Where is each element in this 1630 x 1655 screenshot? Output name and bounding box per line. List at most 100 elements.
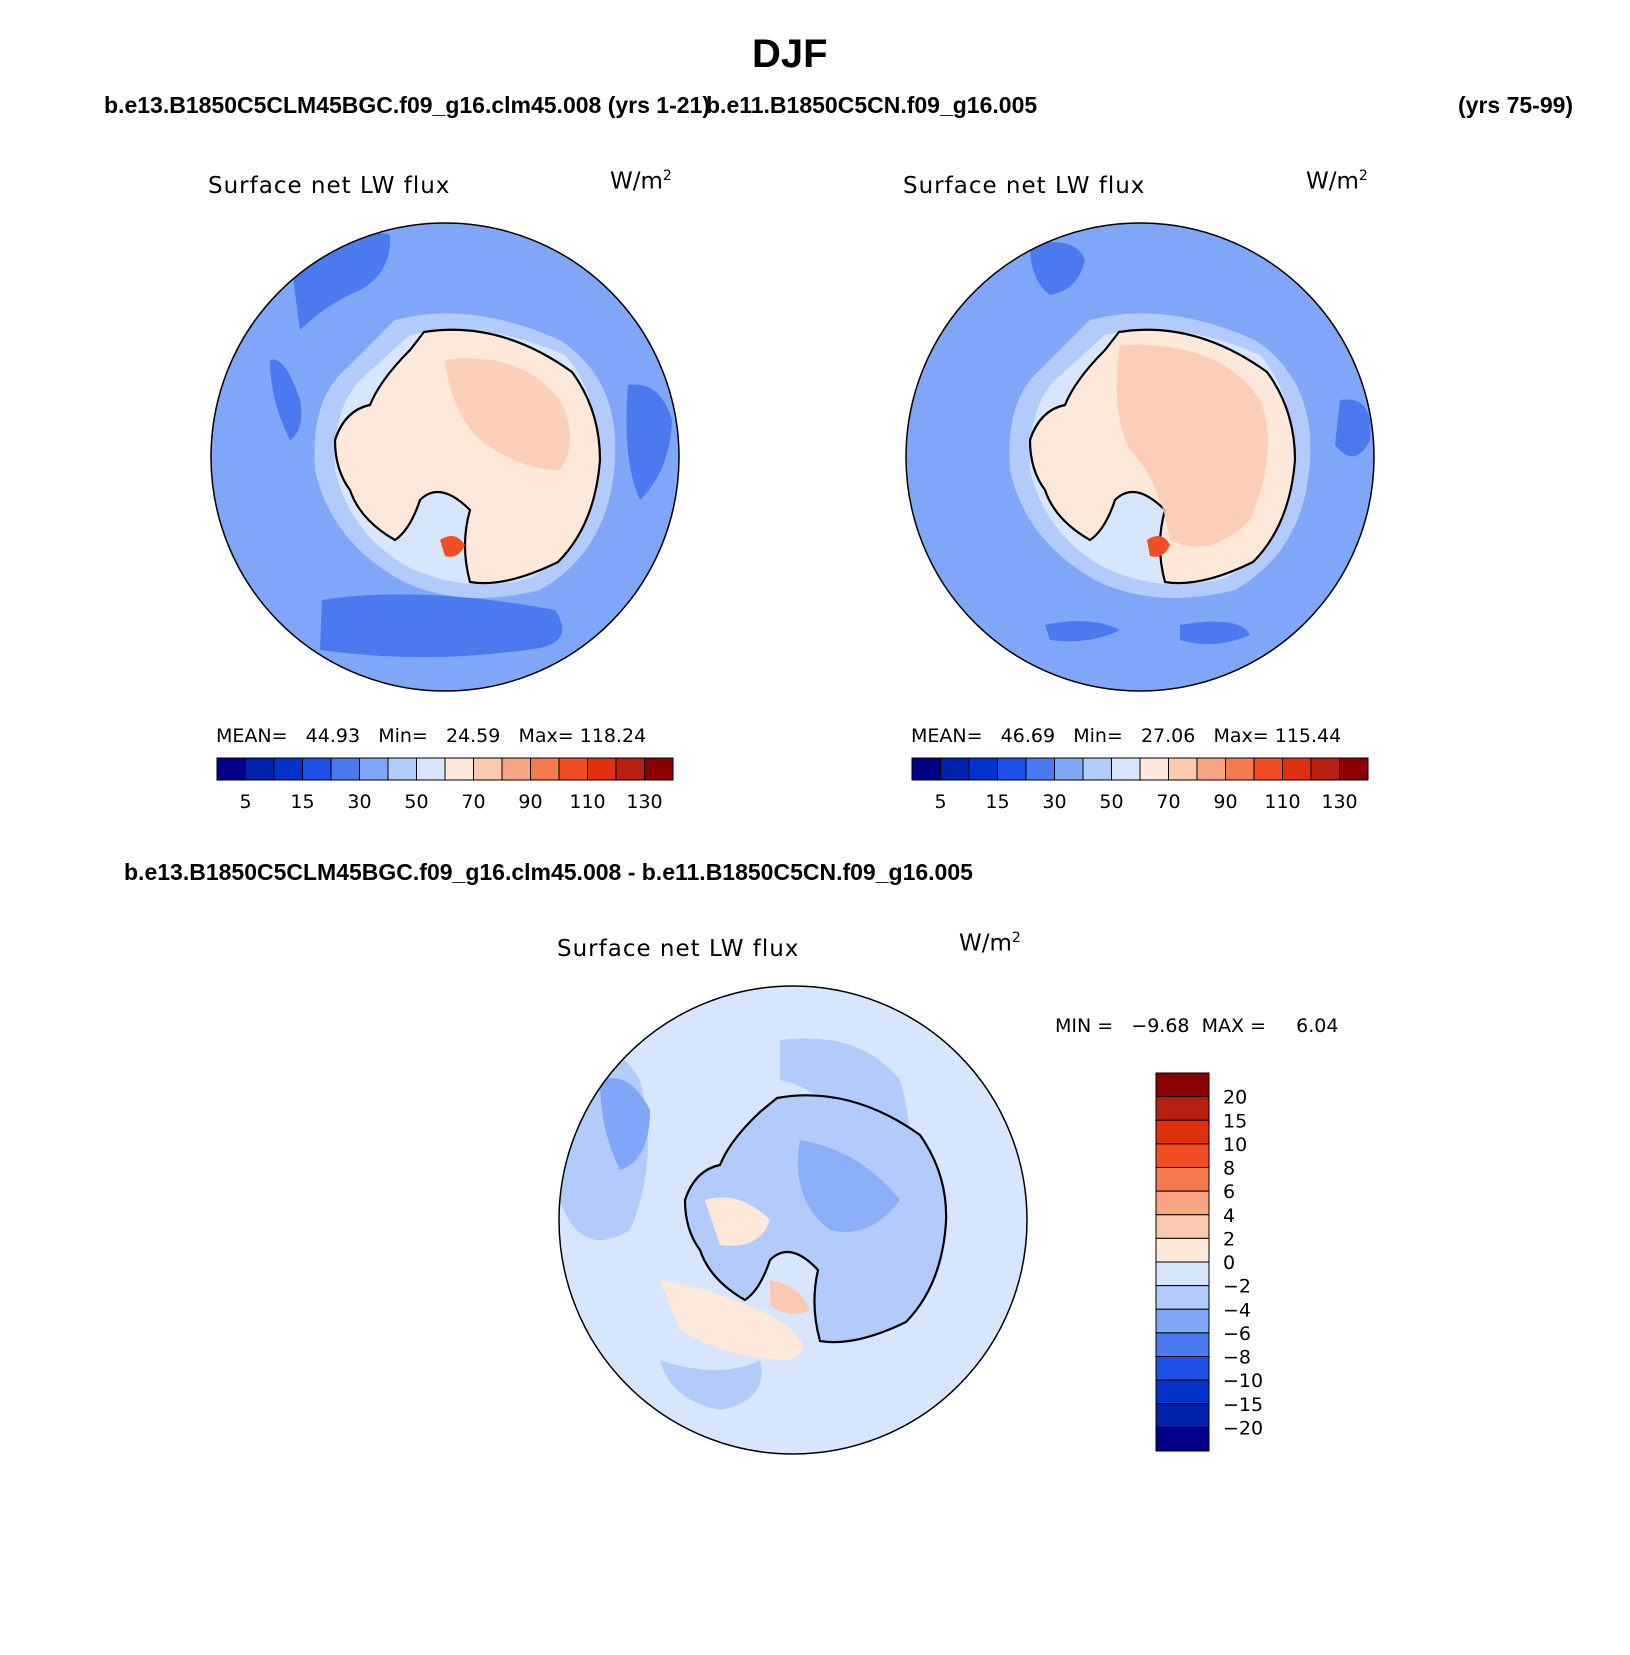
- diff-land-neg-patch: [798, 1140, 900, 1232]
- diff-colorbar-label: 6: [1223, 1181, 1235, 1203]
- diff-colorbar-label: −15: [1223, 1394, 1263, 1416]
- left-colorbar-swatch: [416, 757, 446, 781]
- left-colorbar: 5 15 30 50 70 90 110 130: [216, 757, 674, 813]
- left-colorbar-label: 15: [290, 791, 314, 813]
- right-stats: MEAN= 46.69 Min= 27.06 Max= 115.44: [911, 725, 1342, 747]
- diff-colorbar-label: −10: [1223, 1370, 1263, 1392]
- right-colorbar-swatch: [1054, 757, 1084, 781]
- right-polar-map: [906, 223, 1374, 691]
- diff-minmax: MIN = −9.68 MAX = 6.04: [1055, 1015, 1339, 1037]
- left-colorbar-label: 130: [626, 791, 662, 813]
- right-panel-title: Surface net LW flux: [903, 173, 1146, 199]
- diff-colorbar-swatch: [1155, 1096, 1210, 1121]
- right-colorbar-label: 90: [1213, 791, 1237, 813]
- left-colorbar-swatch: [216, 757, 246, 781]
- right-colorbar-swatch: [997, 757, 1027, 781]
- diff-neg-region-2: [600, 1078, 650, 1170]
- left-ocean-band-4: [270, 359, 302, 440]
- diff-colorbar-label: 8: [1223, 1158, 1235, 1180]
- diff-antarctica: [683, 1094, 948, 1344]
- diff-colorbar-label: −2: [1223, 1276, 1251, 1298]
- left-colorbar-swatch: [444, 757, 474, 781]
- case2-label: b.e11.B1850C5CN.f09_g16.005: [706, 92, 1038, 118]
- right-colorbar-swatch: [1168, 757, 1198, 781]
- right-colorbar-label: 130: [1321, 791, 1357, 813]
- right-colorbar-label: 110: [1264, 791, 1300, 813]
- diff-colorbar-label: 0: [1223, 1252, 1235, 1274]
- diff-colorbar-label: −6: [1223, 1323, 1251, 1345]
- left-colorbar-swatch: [558, 757, 588, 781]
- right-panel-units: W/m2: [1306, 168, 1368, 195]
- left-colorbar-label: 5: [239, 791, 251, 813]
- diff-colorbar-label: 4: [1223, 1205, 1235, 1227]
- left-stats: MEAN= 44.93 Min= 24.59 Max= 118.24: [216, 725, 647, 747]
- right-colorbar-swatch: [968, 757, 998, 781]
- diff-title: b.e13.B1850C5CLM45BGC.f09_g16.clm45.008 …: [124, 859, 973, 885]
- left-colorbar-swatch: [245, 757, 275, 781]
- diff-colorbar-label: 10: [1223, 1134, 1247, 1156]
- left-colorbar-label: 70: [461, 791, 485, 813]
- right-colorbar-swatch: [1225, 757, 1255, 781]
- left-ocean-band-2: [320, 594, 563, 658]
- diff-colorbar-swatch: [1155, 1167, 1210, 1192]
- diff-colorbar-swatch: [1155, 1237, 1210, 1263]
- diff-colorbar-swatch: [1155, 1072, 1210, 1098]
- diff-map-border: [558, 985, 1028, 1455]
- left-land-warm-patch: [445, 358, 570, 470]
- left-colorbar-label: 50: [404, 791, 428, 813]
- left-colorbar-swatch: [330, 757, 360, 781]
- diff-colorbar-label: −8: [1223, 1347, 1251, 1369]
- right-colorbar: 5 15 30 50 70 90 110 130: [911, 757, 1369, 813]
- left-ocean-band-3: [626, 384, 672, 500]
- diff-colorbar-swatch: [1155, 1403, 1210, 1428]
- diff-colorbar-swatch: [1155, 1308, 1210, 1334]
- left-colorbar-swatch: [302, 757, 332, 781]
- left-colorbar-swatch: [530, 757, 560, 781]
- right-land-warm-patch: [1116, 344, 1268, 547]
- diff-land-pos-patch-2: [770, 1280, 810, 1314]
- right-ocean-band-2: [1045, 621, 1120, 642]
- diff-colorbar-label: −4: [1223, 1299, 1251, 1321]
- right-colorbar-swatch: [911, 757, 941, 781]
- left-panel-units: W/m2: [610, 168, 672, 195]
- diff-panel-title: Surface net LW flux: [557, 936, 800, 962]
- right-colorbar-swatch: [1139, 757, 1169, 781]
- left-colorbar-swatch: [644, 757, 674, 781]
- diff-colorbar-swatch: [1155, 1214, 1210, 1239]
- diff-colorbar-swatch: [1155, 1143, 1210, 1168]
- diff-colorbar-label: −20: [1223, 1417, 1263, 1439]
- left-colorbar-swatch: [501, 757, 531, 781]
- right-colorbar-label: 5: [934, 791, 946, 813]
- diff-colorbar-swatch: [1155, 1379, 1210, 1405]
- right-hotspot: [1147, 536, 1170, 557]
- right-colorbar-swatch: [1025, 757, 1055, 781]
- diff-colorbar-label: 20: [1223, 1087, 1247, 1109]
- left-colorbar-swatch: [473, 757, 503, 781]
- diff-colorbar-swatch: [1155, 1356, 1210, 1381]
- left-colorbar-swatch: [615, 757, 645, 781]
- right-colorbar-swatch: [1082, 757, 1112, 781]
- diff-colorbar-swatch: [1155, 1332, 1210, 1357]
- right-ocean-band-1: [1030, 242, 1085, 295]
- right-colorbar-swatch: [1282, 757, 1312, 781]
- diff-colorbar-swatch: [1155, 1285, 1210, 1310]
- right-colorbar-swatch: [1339, 757, 1369, 781]
- diff-panel-units: W/m2: [959, 930, 1021, 957]
- left-polar-map: [211, 223, 679, 691]
- right-colorbar-label: 70: [1156, 791, 1180, 813]
- right-colorbar-swatch: [1196, 757, 1226, 781]
- diff-colorbar-swatch: [1155, 1426, 1210, 1452]
- right-colorbar-label: 30: [1042, 791, 1066, 813]
- diff-neg-region-3: [660, 1360, 762, 1410]
- diff-colorbar-swatch: [1155, 1261, 1210, 1287]
- case2-years: (yrs 75-99): [1458, 92, 1574, 118]
- right-colorbar-label: 50: [1099, 791, 1123, 813]
- right-ocean-band-4: [1335, 399, 1371, 457]
- right-colorbar-label: 15: [985, 791, 1009, 813]
- left-map-border: [210, 222, 680, 692]
- right-colorbar-swatch: [1310, 757, 1340, 781]
- right-ocean-band-3: [1180, 621, 1250, 644]
- left-colorbar-label: 110: [569, 791, 605, 813]
